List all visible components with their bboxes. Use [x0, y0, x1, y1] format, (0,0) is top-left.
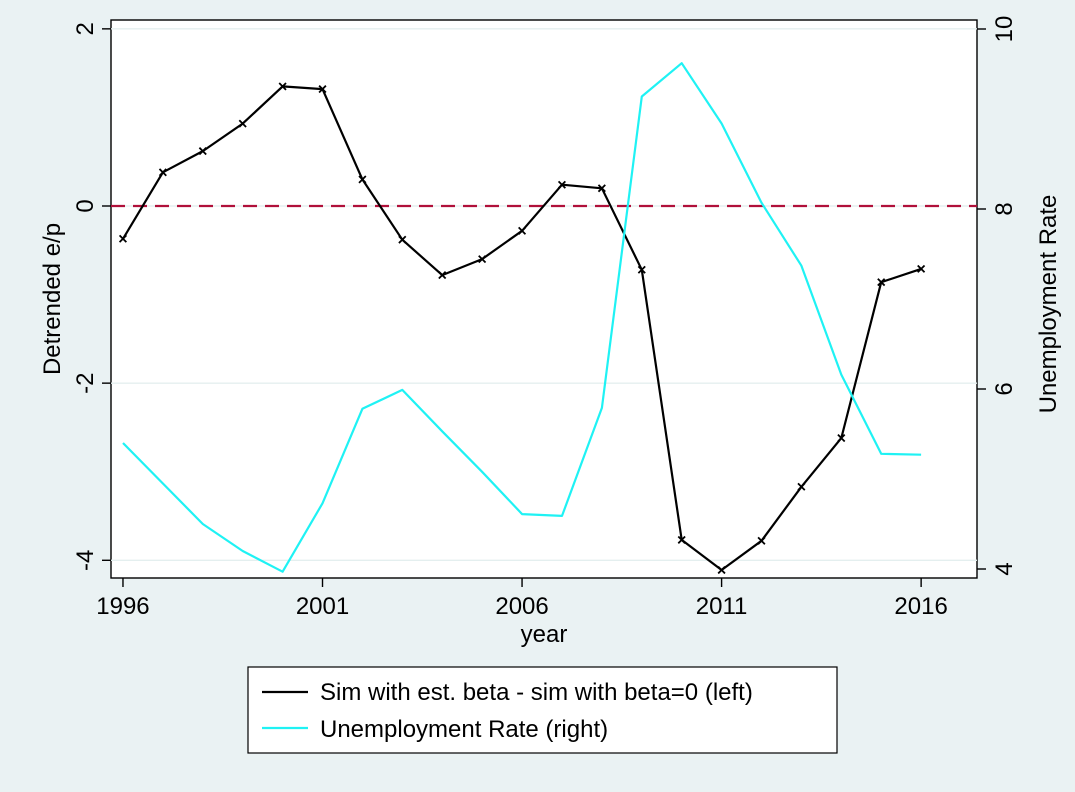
data-point-marker: [278, 82, 287, 91]
y-tick-label-right: 10: [991, 16, 1018, 43]
axis-layer: -4 -2 0 2 4 6 8 10 1996 2001 2006 2011 2016: [72, 16, 1018, 620]
data-point-marker: [837, 434, 846, 443]
legend-label-left-series: Sim with est. beta - sim with beta=0 (le…: [320, 679, 753, 706]
series-layer: [118, 62, 926, 575]
data-point-marker: [757, 536, 766, 545]
data-point-marker: [717, 565, 726, 575]
y-tick-label-right: 6: [991, 382, 1018, 395]
data-point-marker: [158, 168, 167, 177]
y-tick-label-left: 2: [72, 22, 99, 35]
data-point-marker: [797, 482, 806, 491]
x-tick-label: 2006: [495, 593, 548, 620]
x-axis-title: year: [521, 621, 568, 648]
y-tick-label-left: -2: [72, 372, 99, 393]
y-tick-label-left: 0: [72, 199, 99, 212]
y-tick-label-right: 4: [991, 562, 1018, 575]
plot-area: [110, 19, 978, 579]
data-point-marker: [238, 119, 247, 128]
data-point-marker: [637, 265, 646, 274]
x-tick-label: 2001: [296, 593, 349, 620]
y-tick-label-right: 8: [991, 202, 1018, 215]
data-point-marker: [478, 255, 487, 264]
x-tick-label: 2016: [894, 593, 947, 620]
y-axis-title-right: Unemployment Rate: [1035, 195, 1062, 414]
y-axis-title-left: Detrended e/p: [39, 223, 66, 375]
legend-label-right-series: Unemployment Rate (right): [320, 716, 608, 743]
legend-box: [247, 666, 838, 754]
data-point-marker: [438, 271, 447, 280]
x-tick-label: 1996: [96, 593, 149, 620]
data-point-marker: [677, 535, 686, 544]
series-line-right: [122, 62, 922, 573]
data-point-marker: [557, 180, 566, 189]
data-point-marker: [597, 184, 606, 193]
data-point-marker: [398, 235, 407, 244]
data-point-marker: [198, 147, 207, 156]
data-point-marker: [877, 278, 886, 287]
data-point-marker: [518, 226, 527, 235]
data-point-marker: [917, 264, 926, 273]
data-point-marker: [118, 234, 128, 243]
legend: Sim with est. beta - sim with beta=0 (le…: [247, 666, 838, 754]
data-point-marker: [358, 175, 367, 184]
y-tick-label-left: -4: [72, 550, 99, 571]
data-point-marker: [318, 85, 327, 94]
x-tick-label: 2011: [696, 593, 748, 620]
